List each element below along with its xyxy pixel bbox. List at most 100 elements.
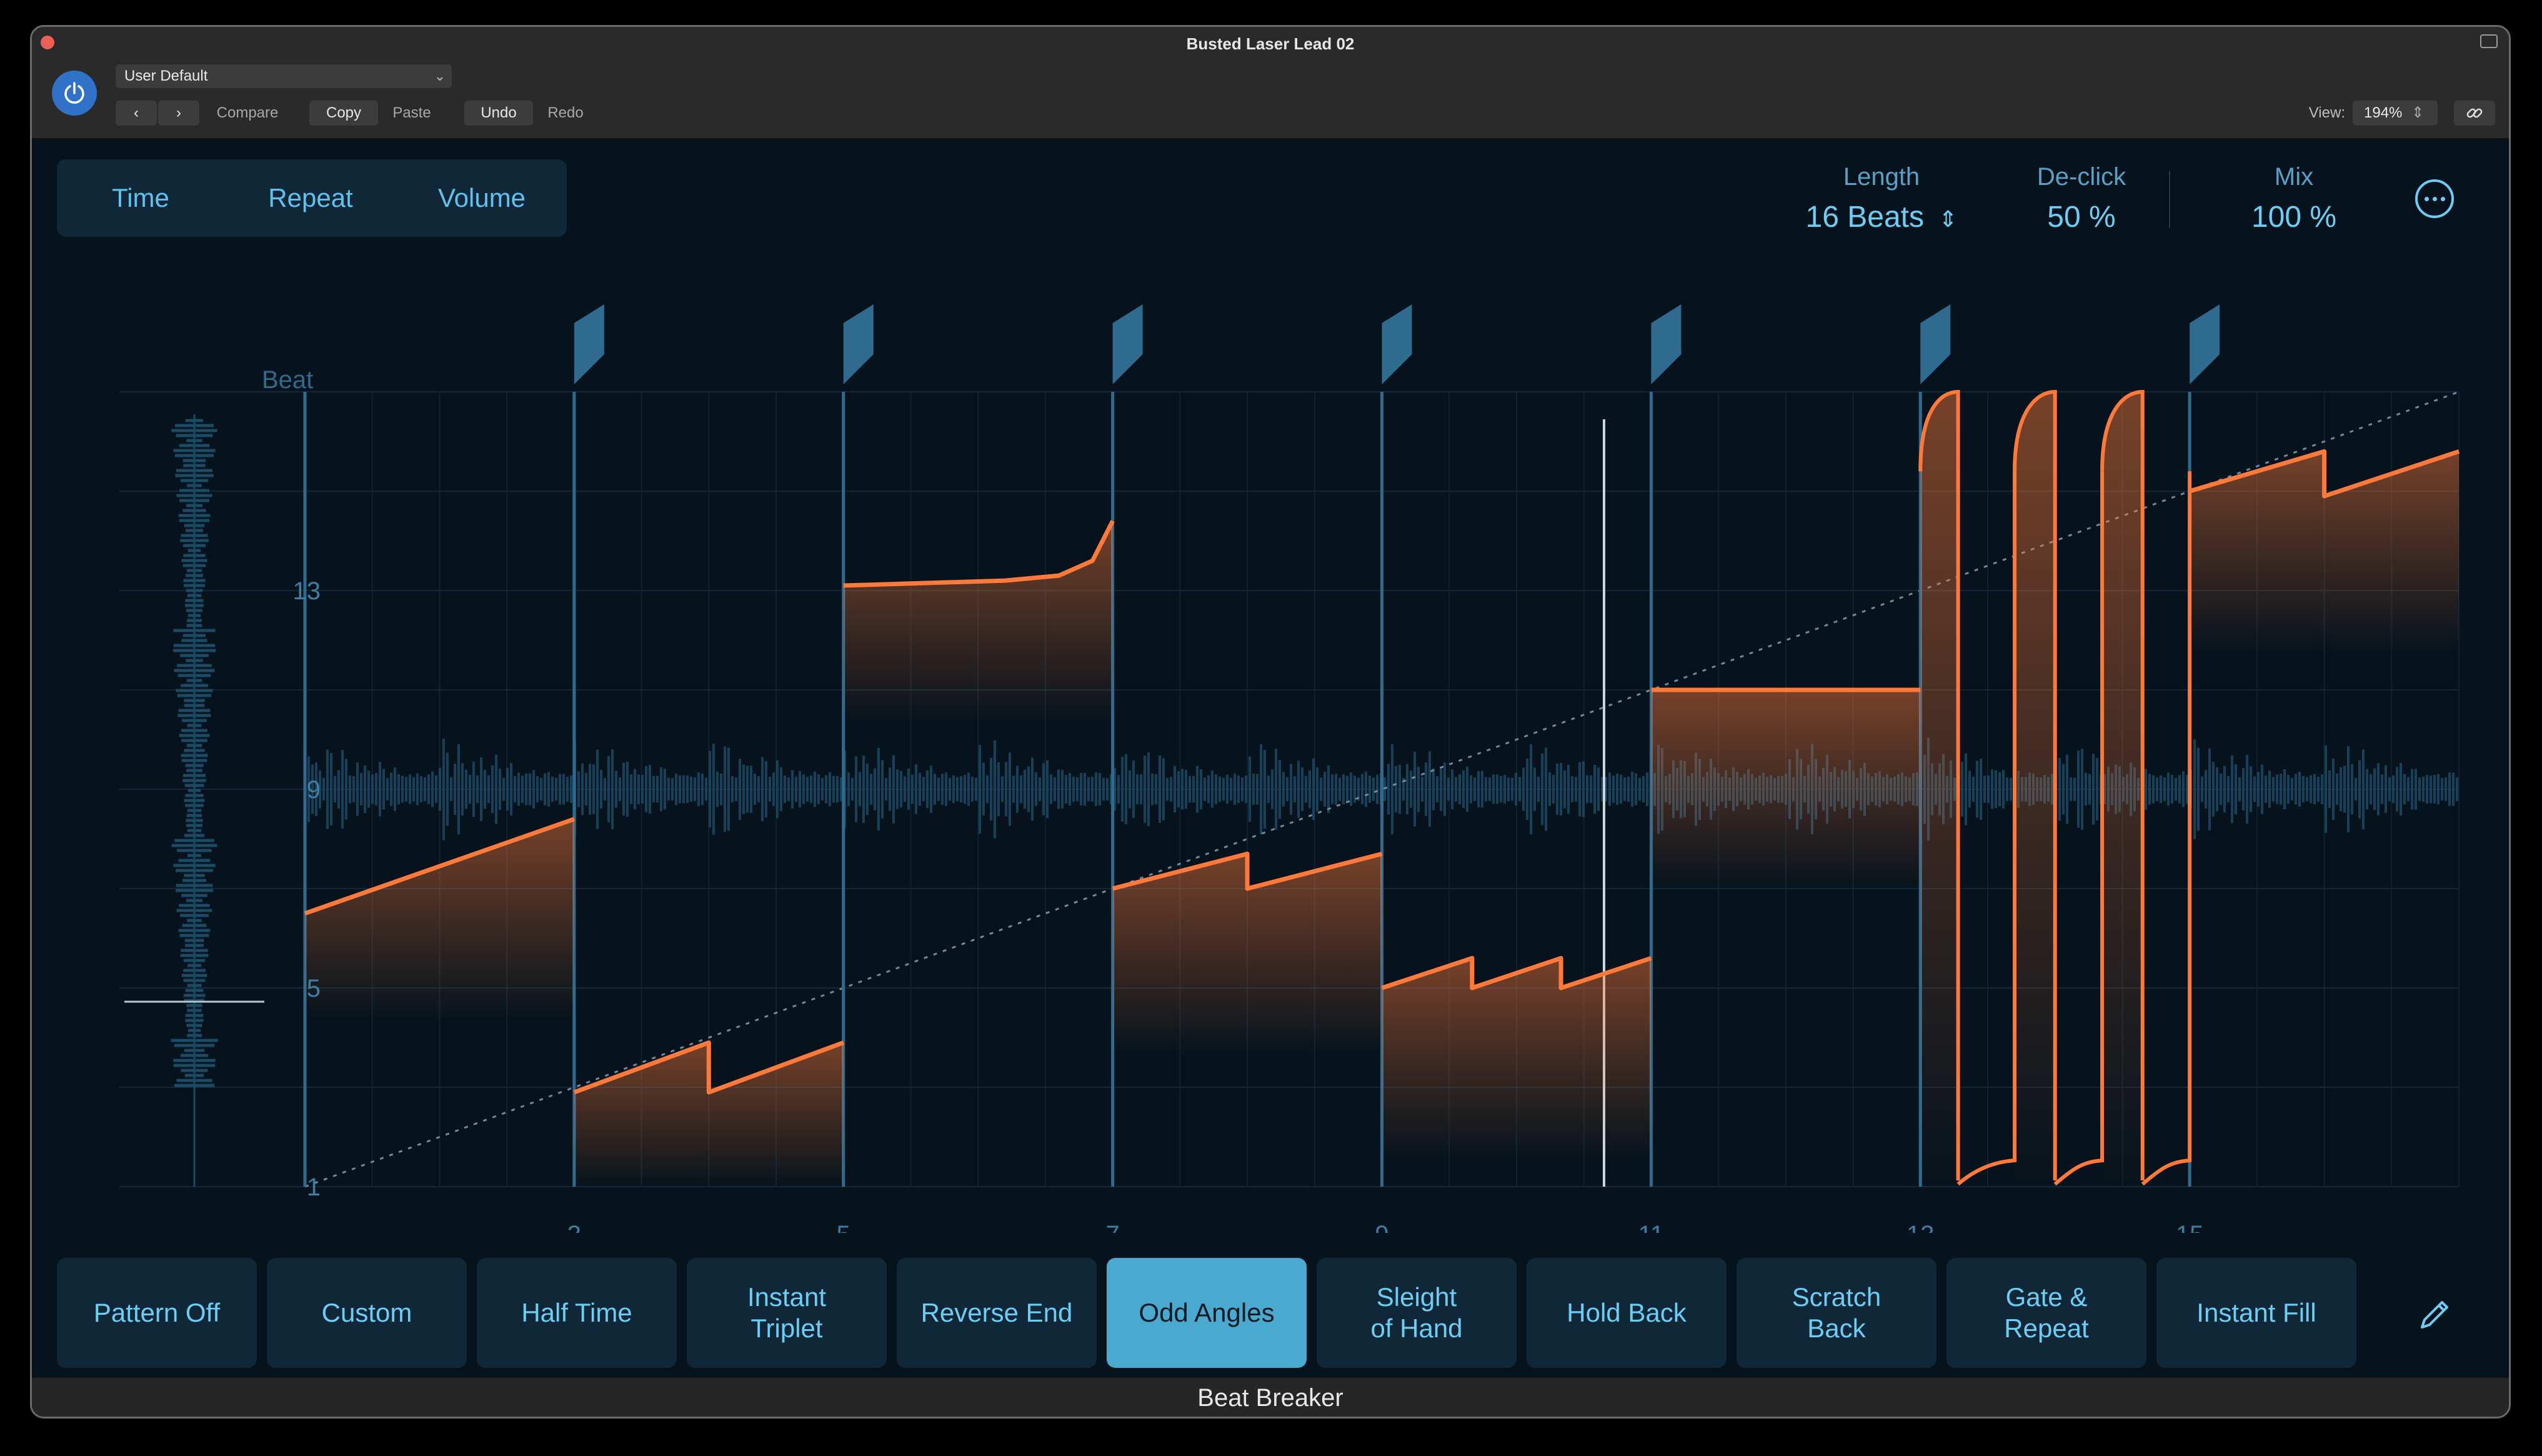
- mix-label: Mix: [2274, 163, 2314, 191]
- pattern-odd-angles-button[interactable]: Odd Angles: [1107, 1258, 1307, 1368]
- pattern-sleight-of-hand-button[interactable]: Sleight of Hand: [1317, 1258, 1517, 1368]
- slice-marker-flag: [574, 304, 604, 384]
- declick-label: De-click: [2036, 163, 2126, 191]
- length-value: 16 Beats: [1805, 201, 1924, 234]
- length-label: Length: [1843, 163, 1920, 191]
- tab-time[interactable]: Time: [112, 183, 169, 212]
- power-icon: [64, 82, 84, 104]
- link-button[interactable]: [2454, 101, 2495, 126]
- tab-repeat[interactable]: Repeat: [268, 183, 353, 212]
- pattern-half-time-button[interactable]: Half Time: [477, 1258, 677, 1368]
- gate-curve: [2053, 471, 2105, 1186]
- plugin-name-footer: Beat Breaker: [32, 1378, 2509, 1417]
- more-dot-icon: [2424, 196, 2429, 201]
- x-tick-label: 5: [837, 1221, 850, 1233]
- close-window-button[interactable]: [41, 36, 54, 49]
- window-title: Busted Laser Lead 02: [1186, 34, 1355, 53]
- x-tick-label: 3: [567, 1221, 581, 1233]
- pattern-hold-back-button[interactable]: Hold Back: [1527, 1258, 1727, 1368]
- copy-button[interactable]: Copy: [309, 101, 378, 126]
- declick-param[interactable]: De-click 50 %: [2000, 163, 2163, 234]
- param-divider: [2169, 171, 2170, 228]
- gate-curve: [1918, 389, 1960, 1180]
- gate-curve: [2141, 471, 2192, 1186]
- y-axis-label: Beat: [262, 366, 313, 394]
- view-zoom-value: 194%: [2364, 104, 2403, 121]
- pattern-pattern-off-button[interactable]: Pattern Off: [57, 1258, 257, 1368]
- time-segment: [843, 520, 1115, 588]
- slice-marker-flag: [843, 304, 874, 384]
- compare-button[interactable]: Compare: [216, 104, 279, 121]
- slice-marker-flag: [1920, 304, 1951, 384]
- segment-fill: [1382, 958, 1652, 1159]
- declick-value: 50 %: [2047, 201, 2116, 234]
- segment-fill: [2102, 392, 2143, 1187]
- pattern-reverse-end-button[interactable]: Reverse End: [897, 1258, 1097, 1368]
- segment-fill: [1651, 690, 1921, 890]
- time-segment: [1112, 851, 1383, 891]
- redo-button[interactable]: Redo: [547, 104, 584, 121]
- power-button[interactable]: [52, 71, 97, 116]
- slice-marker-flag: [1112, 304, 1143, 384]
- mode-tabs: Time Repeat Volume: [57, 159, 567, 237]
- x-tick-label: 15: [2176, 1221, 2204, 1233]
- mix-value: 100 %: [2251, 201, 2337, 234]
- y-tick-label: 13: [293, 577, 321, 605]
- x-tick-label: 13: [1906, 1221, 1935, 1233]
- slice-marker-flag: [1382, 304, 1412, 384]
- preset-select[interactable]: User Default ⌄: [116, 64, 452, 88]
- edit-pattern-button[interactable]: [2406, 1287, 2463, 1343]
- x-tick-label: 11: [1638, 1221, 1665, 1233]
- y-tick-label: 1: [307, 1174, 321, 1201]
- pattern-scratch-back-button[interactable]: Scratch Back: [1737, 1258, 1936, 1368]
- time-segment: [304, 817, 576, 916]
- segment-fill: [2015, 392, 2055, 1187]
- y-tick-label: 9: [307, 776, 321, 804]
- chevron-updown-icon: ⇕: [2411, 104, 2425, 121]
- paste-button[interactable]: Paste: [392, 104, 431, 121]
- more-dot-icon: [2432, 196, 2437, 201]
- view-zoom-select[interactable]: 194% ⇕: [2353, 101, 2438, 126]
- segment-fill: [1112, 854, 1382, 1054]
- chevron-down-icon: ⌄: [434, 68, 446, 84]
- title-bar: Busted Laser Lead 02 User Default ⌄ ‹ › …: [32, 27, 2509, 139]
- x-tick-label: 7: [1106, 1221, 1120, 1233]
- plugin-window: Busted Laser Lead 02 User Default ⌄ ‹ › …: [30, 25, 2511, 1419]
- pattern-instant-triplet-button[interactable]: Instant Triplet: [687, 1258, 887, 1368]
- view-label: View:: [2308, 104, 2345, 121]
- pencil-icon: [2421, 1301, 2448, 1329]
- link-icon: [2466, 108, 2483, 118]
- preset-value: User Default: [124, 67, 208, 84]
- mix-param[interactable]: Mix 100 %: [2213, 163, 2375, 234]
- segment-fill: [574, 1042, 844, 1187]
- next-preset-button[interactable]: ›: [158, 101, 199, 126]
- segment-fill: [2190, 451, 2459, 652]
- segment-fill: [305, 819, 574, 1019]
- chevron-right-icon: ›: [176, 104, 181, 121]
- segment-fill: [843, 521, 1113, 721]
- slice-marker-flag: [2190, 304, 2220, 384]
- chevron-updown-icon: ⇕: [1938, 206, 1958, 232]
- window-resize-icon[interactable]: [2480, 34, 2498, 48]
- reference-diagonal: [304, 391, 2460, 1188]
- length-param[interactable]: Length 16 Beats ⇕: [1775, 163, 1988, 234]
- previous-preset-button[interactable]: ‹: [116, 101, 157, 126]
- pattern-instant-fill-button[interactable]: Instant Fill: [2156, 1258, 2356, 1368]
- time-segment: [2189, 449, 2460, 499]
- pattern-gate-repeat-button[interactable]: Gate & Repeat: [1946, 1258, 2146, 1368]
- more-options-button[interactable]: [2415, 179, 2454, 218]
- gate-curve: [1956, 471, 2017, 1186]
- gate-curve: [2013, 389, 2057, 1180]
- time-segment: [1381, 955, 1652, 990]
- tab-volume[interactable]: Volume: [437, 183, 526, 212]
- time-segment: [573, 1040, 844, 1095]
- x-tick-label: 9: [1375, 1221, 1388, 1233]
- y-tick-label: 5: [307, 975, 321, 1002]
- slice-marker-flag: [1651, 304, 1682, 384]
- segment-fill: [1920, 392, 1958, 1187]
- time-graph[interactable]: Beat159133579111315: [32, 27, 2509, 1233]
- undo-button[interactable]: Undo: [464, 101, 533, 126]
- chevron-left-icon: ‹: [134, 104, 139, 121]
- gate-curve: [2100, 389, 2145, 1180]
- pattern-custom-button[interactable]: Custom: [267, 1258, 467, 1368]
